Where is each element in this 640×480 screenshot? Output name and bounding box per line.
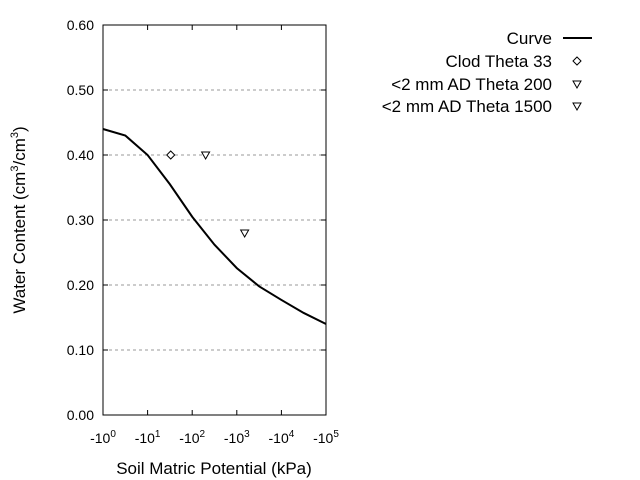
plot-frame [102, 24, 327, 416]
x-tick-label: -103 [224, 429, 250, 446]
x-tick-label: -104 [269, 429, 295, 446]
triangle-point [239, 229, 250, 239]
data-marks [102, 128, 327, 325]
x-tick-label: -100 [90, 429, 116, 446]
x-axis: -100 -101 -102 -103 -104 -105 [90, 25, 339, 446]
y-tick-label: 0.50 [67, 82, 94, 98]
y-tick-label: 0.40 [67, 147, 94, 163]
x-tick-base: -10 [135, 430, 155, 446]
legend-diamond-marker [572, 56, 582, 66]
legend-label: Curve [507, 29, 552, 48]
x-tick-base: -10 [179, 430, 199, 446]
diamond-point [166, 150, 176, 160]
legend: Curve Clod Theta 33 <2 mm AD Theta 200 <2 m… [382, 29, 592, 116]
legend-label: <2 mm AD Theta 1500 [382, 97, 552, 116]
legend-label: Clod Theta 33 [446, 52, 552, 71]
legend-triangle-marker [572, 80, 582, 90]
x-tick-label: -101 [135, 429, 161, 446]
x-axis-label: Soil Matric Potential (kPa) [116, 459, 312, 478]
y-axis-label: Water Content (cm3/cm3) [9, 126, 29, 313]
curve-line [102, 128, 327, 325]
x-tick-base: -10 [224, 430, 244, 446]
y-tick-label: 0.20 [67, 277, 94, 293]
y-tick-label: 0.00 [67, 407, 94, 423]
x-tick-base: -10 [313, 430, 333, 446]
x-tick-base: -10 [90, 430, 110, 446]
x-tick-exponent: 3 [244, 429, 250, 440]
y-tick-label: 0.30 [67, 212, 94, 228]
x-tick-exponent: 2 [200, 429, 206, 440]
triangle-point [200, 151, 211, 161]
x-tick-exponent: 0 [110, 429, 116, 440]
x-tick-label: -102 [179, 429, 205, 446]
x-tick-base: -10 [269, 430, 289, 446]
y-tick-label: 0.60 [67, 17, 94, 33]
grid-lines [103, 89, 326, 351]
x-tick-label: -105 [313, 429, 339, 446]
legend-triangle-marker [572, 102, 582, 112]
x-tick-exponent: 4 [289, 429, 295, 440]
legend-label: <2 mm AD Theta 200 [391, 75, 552, 94]
x-tick-exponent: 5 [333, 429, 339, 440]
y-axis: 0.00 0.10 0.20 0.30 0.40 0.50 0.60 [67, 17, 326, 423]
x-tick-exponent: 1 [155, 429, 161, 440]
y-tick-label: 0.10 [67, 342, 94, 358]
